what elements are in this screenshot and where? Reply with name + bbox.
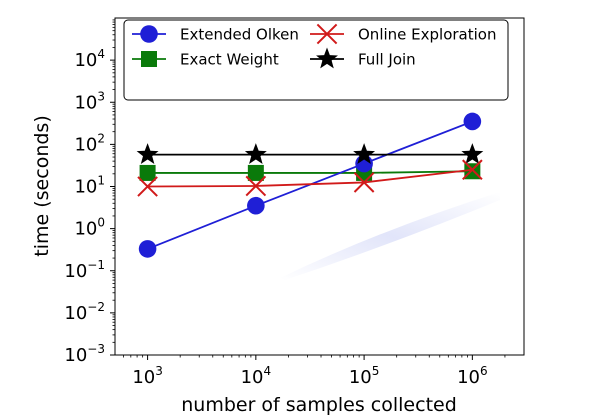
y-tick-label: 100 [74, 216, 105, 240]
legend-box [123, 19, 509, 101]
x-tick-label: 103 [132, 364, 163, 388]
series-line-online-exploration [147, 168, 473, 188]
data-point-exact-weight [139, 164, 156, 181]
data-point-full-join [353, 143, 376, 164]
y-tick-label: 10−3 [64, 342, 105, 366]
data-point-exact-weight [464, 163, 481, 180]
legend-item-exact-weight: Exact Weight [132, 51, 279, 69]
data-point-extended-olken [247, 196, 265, 215]
y-axis-label: time (seconds) [31, 115, 53, 256]
legend-label-exact-weight: Exact Weight [180, 51, 279, 69]
legend-label-online-exploration: Online Exploration [358, 26, 496, 44]
data-point-full-join [461, 143, 484, 164]
y-tick-label: 103 [74, 89, 105, 113]
series-online-exploration [137, 159, 483, 197]
data-point-online-exploration [462, 159, 483, 181]
x-tick-label: 104 [241, 364, 272, 388]
y-tick-label: 102 [74, 131, 105, 155]
series-full-join [136, 143, 484, 164]
legend-marker-full-join [316, 47, 338, 69]
legend-label-full-join: Full Join [358, 51, 416, 69]
background-smudge [280, 192, 500, 280]
legend-label-extended-olken: Extended Olken [180, 26, 299, 44]
legend-marker-extended-olken [140, 25, 158, 43]
y-tick-label: 101 [74, 174, 105, 198]
series-layer [136, 112, 484, 258]
legend-item-online-exploration: Online Exploration [310, 23, 496, 45]
x-tick-label: 106 [457, 364, 488, 388]
legend-marker-online-exploration [316, 23, 338, 45]
data-point-online-exploration [245, 175, 267, 197]
x-axis-label: number of samples collected [181, 394, 457, 416]
legend: Extended Olken Online Exploration Exact We… [123, 19, 509, 101]
y-axis-ticks: 10−3 10−2 10−1 100 101 102 103 104 [64, 19, 115, 366]
series-line-exact-weight [147, 170, 473, 174]
legend-marker-exact-weight [141, 51, 157, 67]
legend-item-full-join: Full Join [310, 47, 416, 69]
data-point-full-join [244, 143, 267, 164]
y-tick-label: 10−1 [64, 258, 105, 282]
y-tick-label: 104 [74, 47, 105, 71]
data-point-online-exploration [137, 176, 158, 197]
data-point-extended-olken [463, 112, 482, 131]
data-point-full-join [136, 143, 159, 164]
data-point-online-exploration [353, 172, 375, 193]
series-exact-weight [139, 163, 481, 181]
x-tick-label: 105 [349, 364, 380, 388]
legend-item-extended-olken: Extended Olken [132, 25, 299, 44]
y-tick-label: 10−2 [64, 300, 105, 324]
series-extended-olken [138, 112, 482, 258]
data-point-extended-olken [138, 240, 157, 258]
data-point-exact-weight [247, 164, 264, 181]
x-axis-ticks: 103 104 105 106 [123, 355, 506, 388]
